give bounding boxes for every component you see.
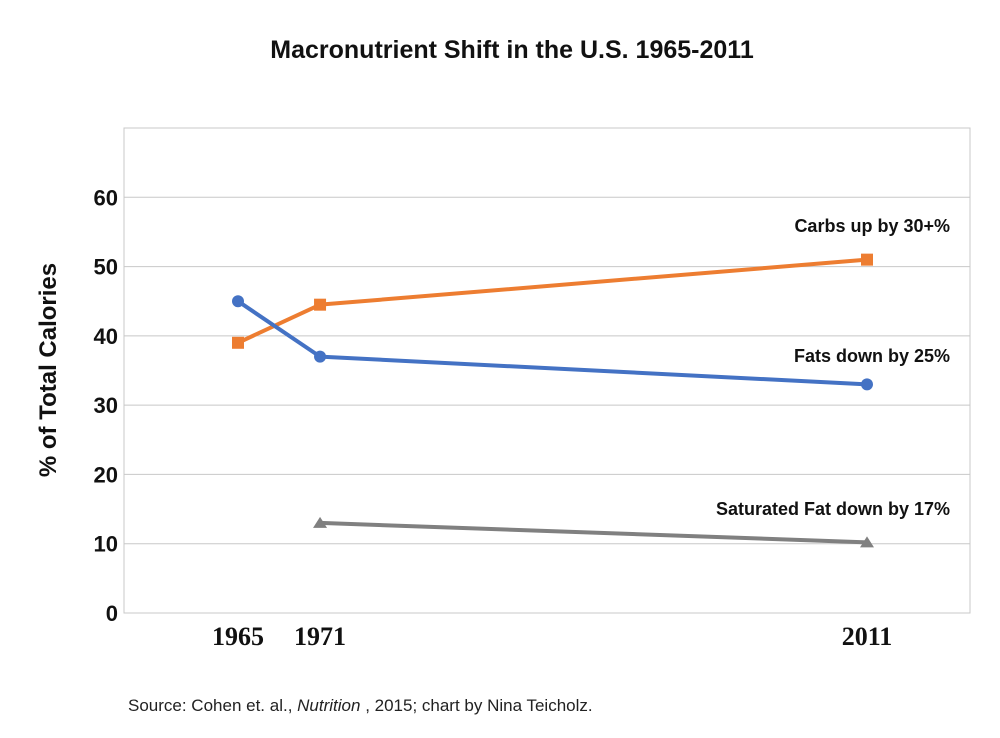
- source-note: Source: Cohen et. al., Nutrition , 2015;…: [128, 696, 593, 716]
- y-axis-label: % of Total Calories: [35, 263, 62, 477]
- y-tick-label: 10: [94, 532, 118, 557]
- data-point-fats: [314, 350, 327, 363]
- data-point-carbs: [861, 253, 873, 266]
- annotation-saturated-fat: Saturated Fat down by 17%: [716, 499, 950, 519]
- y-tick-label: 20: [94, 462, 118, 487]
- annotation-carbs: Carbs up by 30+%: [794, 216, 950, 236]
- y-tick-label: 60: [94, 185, 118, 210]
- y-tick-label: 40: [94, 324, 118, 349]
- data-point-saturated-fat: [313, 516, 328, 528]
- x-tick-label: 1965: [212, 622, 264, 651]
- gridlines: [124, 196, 970, 545]
- x-axis-ticks: 1965 1971 2011: [212, 622, 892, 651]
- data-point-fats: [861, 378, 873, 391]
- data-point-carbs: [314, 298, 327, 311]
- y-tick-label: 0: [106, 601, 118, 626]
- y-axis-ticks: 0 10 20 30 40 50 60: [94, 185, 118, 626]
- data-point-fats: [232, 295, 244, 308]
- annotation-fats: Fats down by 25%: [794, 346, 950, 366]
- source-prefix: Source: Cohen et. al.,: [128, 696, 298, 715]
- data-point-saturated-fat: [860, 536, 874, 548]
- chart-title: Macronutrient Shift in the U.S. 1965-201…: [270, 36, 754, 64]
- x-tick-label: 2011: [842, 622, 893, 651]
- x-tick-label: 1971: [294, 622, 346, 651]
- y-tick-label: 30: [94, 393, 118, 418]
- series-group: [232, 253, 874, 548]
- source-journal: Nutrition: [297, 696, 361, 715]
- series-line-saturated-fat: [319, 520, 868, 545]
- data-point-carbs: [232, 336, 244, 349]
- source-suffix: , 2015; chart by Nina Teicholz.: [360, 696, 593, 715]
- y-tick-label: 50: [94, 255, 118, 280]
